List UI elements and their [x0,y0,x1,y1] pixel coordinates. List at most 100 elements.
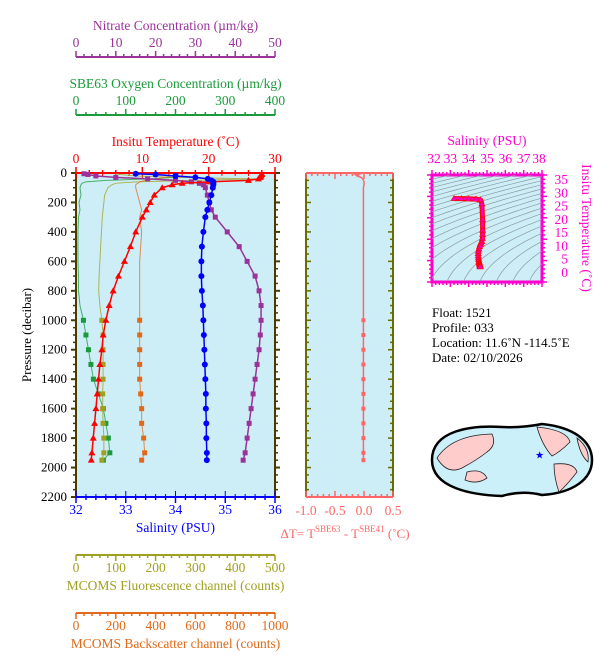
pressure-tick-label: 200 [48,194,68,209]
temperature-point [254,175,262,182]
temperature-point [95,375,103,382]
backscatter-tick-label: 800 [225,618,246,633]
nitrate-point [250,391,256,397]
delta-t-point [361,318,366,323]
fluorescence-point [100,391,106,397]
nitrate-point [200,182,206,188]
fluorescence-point [100,361,106,367]
density-contour [446,219,542,282]
ts-point [465,195,473,202]
ts-salinity-tick-label: 34 [462,151,476,166]
nitrate-point [204,192,210,198]
ts-salinity-tick-label: 36 [499,151,513,166]
ts-salinity-title: Salinity (PSU) [447,133,526,148]
ts-temperature-tick-label: 15 [555,225,569,240]
salinity-point [132,170,139,177]
temperature-point [99,331,107,338]
oxygen-tick-label: 400 [265,93,286,108]
oxygen-point [85,347,91,353]
map-land [553,463,578,493]
nitrate-tick-label: 20 [149,35,163,50]
temperature-tick-label: 30 [268,151,282,166]
temperature-point [92,405,100,412]
ts-salinity-tick-label: 33 [444,151,458,166]
fluorescence-point [99,317,105,323]
salinity-point [198,287,205,294]
temperature-point [89,434,97,441]
fluorescence-tick-label: 400 [225,560,246,575]
nitrate-point [258,317,264,323]
fluorescence-tick-label: 500 [265,560,286,575]
backscatter-point [139,457,145,463]
nitrate-point [244,258,250,264]
density-contour [432,180,542,213]
nitrate-point [81,171,87,177]
ts-temperature-title: Insitu Temperature (˚C) [579,164,594,292]
fluorescence-point [99,457,105,463]
temperature-point [98,346,106,353]
nitrate-point [188,179,194,185]
salinity-point [200,332,207,338]
oxygen-tick-label: 0 [73,93,80,108]
salinity-point [203,449,210,456]
density-contour [432,197,542,239]
nitrate-tick-label: 50 [268,35,282,50]
ts-point [477,196,485,203]
nitrate-point [248,406,254,412]
delta-t-label-part: SBE63 [315,524,341,534]
backscatter-tick-label: 1000 [262,618,289,633]
delta-t-point [361,391,366,396]
info-location: Location: 11.6˚N -114.5˚E [432,335,570,350]
salinity-point [198,273,205,280]
density-contour [432,188,542,225]
backscatter-tick-label: 0 [73,618,80,633]
delta-t-label-part: SBE41 [359,524,385,534]
nitrate-point [242,450,248,456]
backscatter-point [137,361,143,367]
ts-salinity-tick-label: 32 [427,151,441,166]
density-contour [496,240,542,282]
density-contour [432,175,518,197]
salinity-point [209,184,216,191]
nitrate-point [93,173,99,179]
salinity-tick-label: 33 [119,502,133,517]
temperature-point [120,257,128,264]
pressure-tick-label: 1200 [41,342,67,357]
ts-temperature-tick-label: 20 [555,212,569,227]
density-contour [432,207,542,260]
delta-t-point [361,436,366,441]
fluorescence-axis-title: MCOMS Fluorescence channel (counts) [67,578,285,593]
temperature-point [91,419,99,426]
temperature-point [168,181,176,188]
density-contour [432,184,542,218]
oxygen-tick-label: 300 [215,93,236,108]
nitrate-point [256,288,262,294]
temperature-point [114,272,122,279]
salinity-point [203,457,210,464]
nitrate-point [257,332,263,338]
temperature-point [158,184,166,191]
temperature-point [146,198,154,205]
oxygen-point [107,450,113,456]
map-location-star-icon [535,451,544,459]
ts-temperature-tick-label: 30 [555,185,569,200]
salinity-point [192,174,199,181]
temperature-point [142,206,150,213]
fluorescence-tick-label: 300 [185,560,206,575]
backscatter-point [137,347,143,353]
oxygen-point [103,420,109,426]
pressure-tick-label: 2000 [41,460,67,475]
salinity-tick-label: 36 [268,502,282,517]
temperature-tick-label: 0 [73,151,80,166]
nitrate-point [196,180,202,186]
delta-t-point [361,406,366,411]
pressure-tick-label: 800 [48,283,68,298]
salinity-point [172,172,179,179]
density-contour [432,175,485,188]
temperature-point [87,456,95,463]
nitrate-point [85,171,91,177]
salinity-point [152,171,159,178]
backscatter-tick-label: 400 [145,618,166,633]
delta-t-label-part: (˚C) [385,526,410,541]
temperature-point [109,287,117,294]
